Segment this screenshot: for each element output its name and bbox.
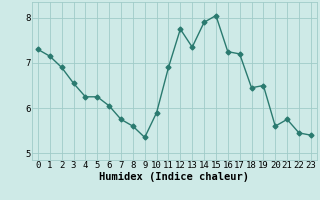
X-axis label: Humidex (Indice chaleur): Humidex (Indice chaleur) (100, 172, 249, 182)
